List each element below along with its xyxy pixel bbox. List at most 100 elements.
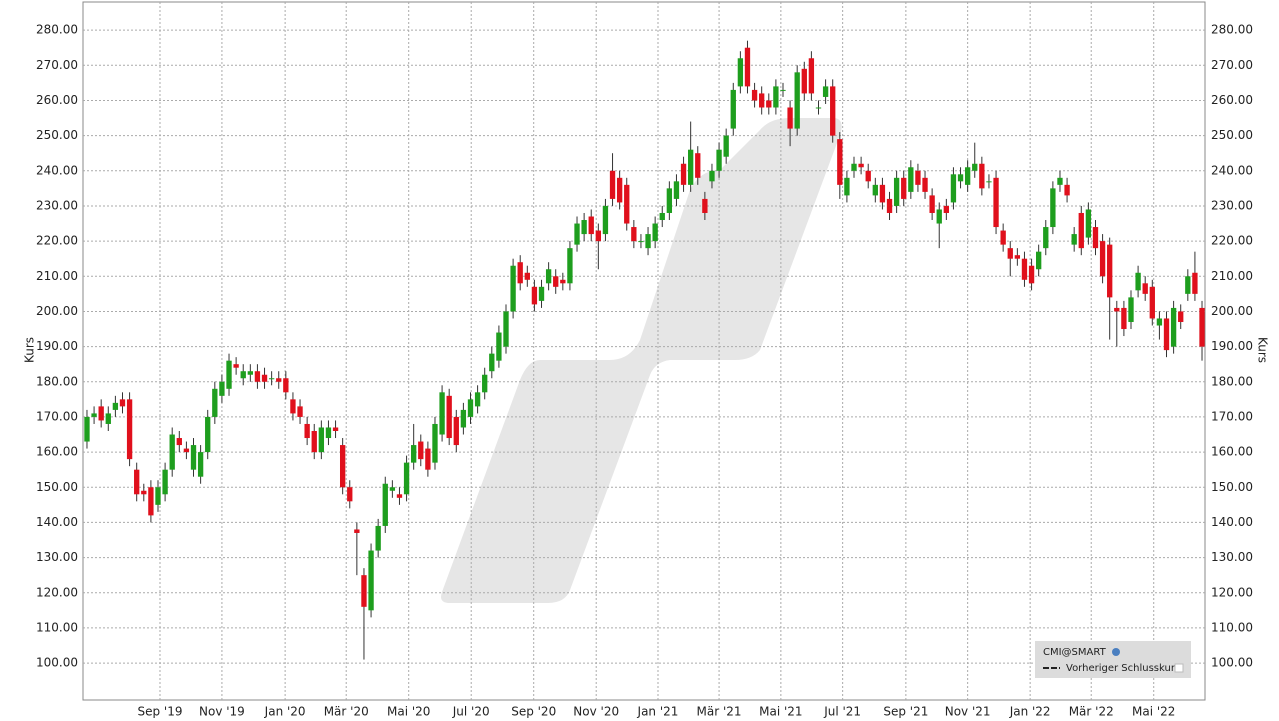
candle-body	[702, 198, 708, 213]
candle-body	[325, 427, 332, 439]
x-tick-label: Jul '20	[452, 705, 490, 719]
candle-body	[1014, 255, 1021, 259]
candle-body	[1178, 311, 1184, 322]
candle-body	[531, 286, 538, 305]
candle-body	[1000, 230, 1006, 245]
candle-body	[808, 58, 815, 94]
candle-body	[361, 575, 367, 607]
y-tick-label: 240.00	[36, 163, 78, 177]
candle-body	[368, 550, 374, 611]
candle-body	[1092, 227, 1099, 249]
candle-body	[844, 177, 850, 196]
candle-body	[1099, 241, 1106, 277]
candle-body	[837, 139, 843, 185]
x-tick-label: Mai '20	[387, 705, 430, 719]
candle-body	[290, 399, 296, 414]
legend-box	[1035, 641, 1191, 678]
candle-body	[815, 107, 822, 109]
candle-body	[1064, 184, 1070, 196]
x-tick-label: Mär '21	[697, 705, 742, 719]
candle-body	[311, 430, 317, 453]
candle-body	[545, 269, 552, 284]
candle-body	[176, 438, 182, 446]
candle-body	[496, 332, 502, 361]
candle-body	[403, 462, 410, 495]
candle-body	[126, 399, 133, 460]
x-tick-label: Mai '22	[1132, 705, 1175, 719]
candle-body	[84, 416, 90, 442]
candle-body	[432, 423, 438, 463]
candle-body	[510, 265, 516, 312]
candle-body	[723, 135, 729, 157]
candle-body	[141, 490, 147, 495]
candle-body	[1028, 265, 1035, 284]
candle-body	[737, 58, 744, 87]
candle-body	[560, 279, 566, 284]
candle-body	[347, 487, 353, 502]
candle-body	[851, 163, 857, 171]
y-tick-label: 190.00	[36, 339, 78, 353]
candle-body	[183, 448, 190, 453]
candle-body	[474, 392, 481, 407]
candle-body	[155, 487, 161, 505]
y2-tick-label: 270.00	[1211, 58, 1253, 72]
x-tick-label: Jan '21	[637, 705, 679, 719]
candle-body	[858, 163, 864, 168]
y2-tick-label: 240.00	[1211, 163, 1253, 177]
candle-body	[134, 469, 140, 495]
candle-body	[744, 47, 751, 87]
candle-body	[964, 167, 971, 185]
candle-body	[1185, 276, 1191, 294]
candle-body	[1121, 307, 1127, 330]
candle-body	[446, 395, 452, 439]
y2-tick-label: 150.00	[1211, 480, 1253, 494]
candle-body	[517, 262, 523, 284]
candle-body	[425, 448, 431, 470]
candle-body	[1170, 307, 1177, 347]
candle-body	[645, 234, 651, 249]
candle-body	[460, 409, 467, 428]
candle-body	[91, 413, 97, 417]
candle-body	[276, 378, 282, 382]
legend-icon	[1112, 648, 1120, 656]
candle-body	[695, 153, 701, 178]
y2-tick-label: 130.00	[1211, 550, 1253, 564]
candle-body	[489, 353, 495, 372]
x-tick-label: Nov '20	[573, 705, 619, 719]
candle-body	[709, 170, 715, 182]
candle-body	[950, 174, 957, 203]
y2-tick-label: 100.00	[1211, 656, 1253, 670]
watermark	[441, 118, 842, 603]
x-tick-label: Nov '19	[199, 705, 245, 719]
candle-body	[119, 399, 126, 407]
y2-tick-label: 220.00	[1211, 234, 1253, 248]
candle-body	[254, 371, 261, 382]
y-tick-label: 130.00	[36, 550, 78, 564]
candle-body	[1163, 318, 1170, 351]
x-tick-label: Sep '20	[511, 705, 556, 719]
candle-body	[972, 163, 978, 171]
candle-body	[631, 227, 637, 242]
y-tick-label: 210.00	[36, 269, 78, 283]
candle-body	[453, 416, 459, 446]
candle-body	[1199, 307, 1205, 347]
legend-entry: CMI@SMART	[1043, 647, 1107, 658]
x-tick-label: Jul '21	[823, 705, 861, 719]
candle-body	[1085, 209, 1092, 238]
candle-body	[268, 378, 275, 380]
candle-body	[1135, 272, 1141, 291]
candle-body	[716, 149, 722, 171]
candle-body	[879, 184, 886, 203]
candle-body	[922, 177, 928, 192]
candle-body	[105, 413, 111, 424]
y-tick-label: 150.00	[36, 480, 78, 494]
candle-body	[212, 388, 218, 417]
candle-body	[283, 378, 289, 393]
candle-body	[411, 445, 417, 463]
candle-body	[780, 89, 786, 91]
y-tick-label: 140.00	[36, 515, 78, 529]
y2-tick-label: 190.00	[1211, 339, 1253, 353]
candle-body	[766, 100, 772, 108]
candle-body	[979, 163, 985, 189]
legend-checkbox	[1174, 663, 1184, 673]
